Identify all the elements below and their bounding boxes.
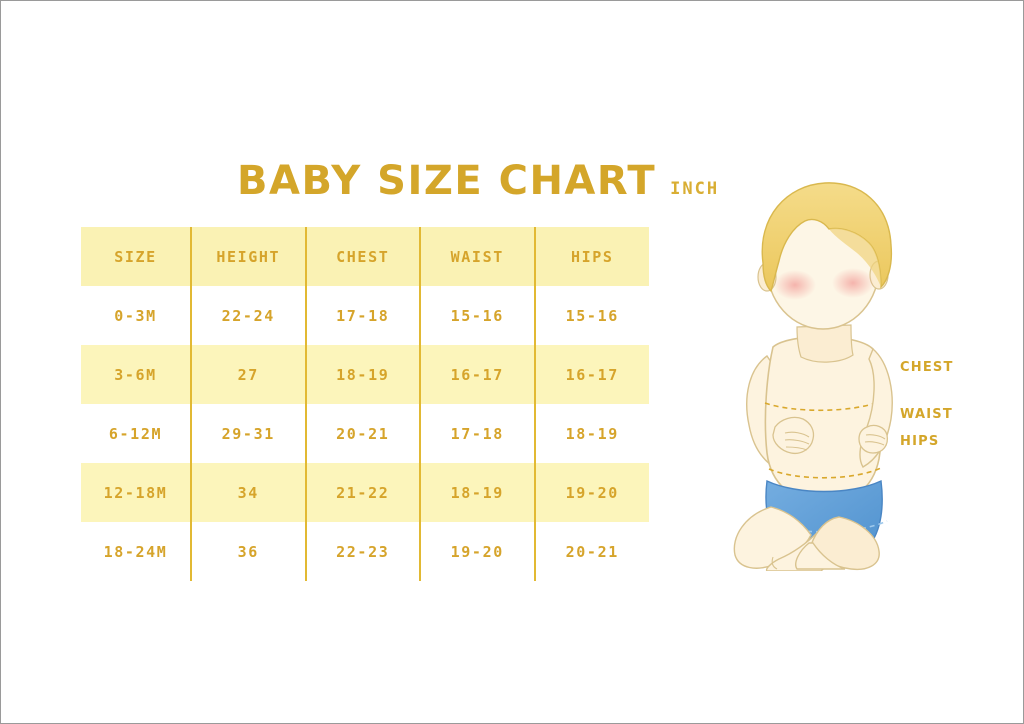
table-row: 6-12M 29-31 20-21 17-18 18-19 [81, 404, 649, 463]
cell-chest: 21-22 [305, 463, 421, 522]
baby-toe-line [771, 556, 778, 570]
cell-size: 18-24M [81, 522, 192, 581]
measurement-label-hips: HIPS [900, 434, 940, 449]
cell-waist: 19-20 [420, 522, 536, 581]
page-title: BABY SIZE CHART INCH [237, 161, 719, 201]
table-row: 12-18M 34 21-22 18-19 19-20 [81, 463, 649, 522]
cell-chest: 20-21 [305, 404, 421, 463]
table-header-row: SIZE HEIGHT CHEST WAIST HIPS [81, 227, 649, 286]
column-header-chest: CHEST [305, 227, 421, 286]
cell-size: 6-12M [81, 404, 192, 463]
measurement-labels: CHEST WAIST HIPS [894, 151, 1014, 471]
title-unit-label: INCH [670, 179, 720, 199]
table-row: 18-24M 36 22-23 19-20 20-21 [81, 522, 649, 581]
cell-height: 34 [191, 463, 307, 522]
measurement-label-chest: CHEST [900, 360, 954, 375]
column-header-size: SIZE [81, 227, 192, 286]
cell-chest: 18-19 [305, 345, 421, 404]
table-body: 0-3M 22-24 17-18 15-16 15-16 3-6M 27 18-… [81, 286, 649, 581]
measurement-label-waist: WAIST [900, 407, 953, 422]
cell-chest: 22-23 [305, 522, 421, 581]
cell-size: 0-3M [81, 286, 192, 345]
baby-finger-1 [784, 431, 810, 438]
baby-illustration [701, 151, 931, 571]
cell-waist: 16-17 [420, 345, 536, 404]
baby-finger-2 [784, 439, 810, 445]
cell-waist: 18-19 [420, 463, 536, 522]
baby-hair-highlight [829, 228, 881, 287]
size-chart-table: SIZE HEIGHT CHEST WAIST HIPS 0-3M 22-24 … [81, 227, 649, 581]
baby-left-cheek [774, 270, 816, 300]
baby-right-cheek [832, 268, 874, 298]
baby-right-finger-2 [864, 441, 885, 446]
baby-right-finger-1 [865, 434, 886, 440]
cell-height: 27 [191, 345, 307, 404]
column-header-waist: WAIST [420, 227, 536, 286]
cell-height: 36 [191, 522, 307, 581]
cell-chest: 17-18 [305, 286, 421, 345]
cell-waist: 15-16 [420, 286, 536, 345]
cell-hips: 18-19 [534, 404, 649, 463]
cell-hips: 16-17 [534, 345, 649, 404]
title-text: BABY SIZE CHART [237, 158, 657, 204]
cell-height: 22-24 [191, 286, 307, 345]
baby-right-foot [795, 542, 846, 570]
baby-left-hand [772, 416, 815, 455]
cell-waist: 17-18 [420, 404, 536, 463]
cell-hips: 15-16 [534, 286, 649, 345]
cell-hips: 20-21 [534, 522, 649, 581]
table-row: 0-3M 22-24 17-18 15-16 15-16 [81, 286, 649, 345]
cell-hips: 19-20 [534, 463, 649, 522]
table-row: 3-6M 27 18-19 16-17 16-17 [81, 345, 649, 404]
cell-size: 12-18M [81, 463, 192, 522]
cell-height: 29-31 [191, 404, 307, 463]
baby-finger-3 [785, 446, 808, 451]
baby-right-leg [810, 516, 880, 571]
table-header: SIZE HEIGHT CHEST WAIST HIPS [81, 227, 649, 286]
column-header-hips: HIPS [534, 227, 649, 286]
chest-measure-line [764, 400, 882, 412]
baby-right-hand [858, 424, 889, 454]
cell-size: 3-6M [81, 345, 192, 404]
baby-neck [796, 324, 854, 363]
column-header-height: HEIGHT [191, 227, 307, 286]
waist-measure-line [768, 466, 884, 479]
